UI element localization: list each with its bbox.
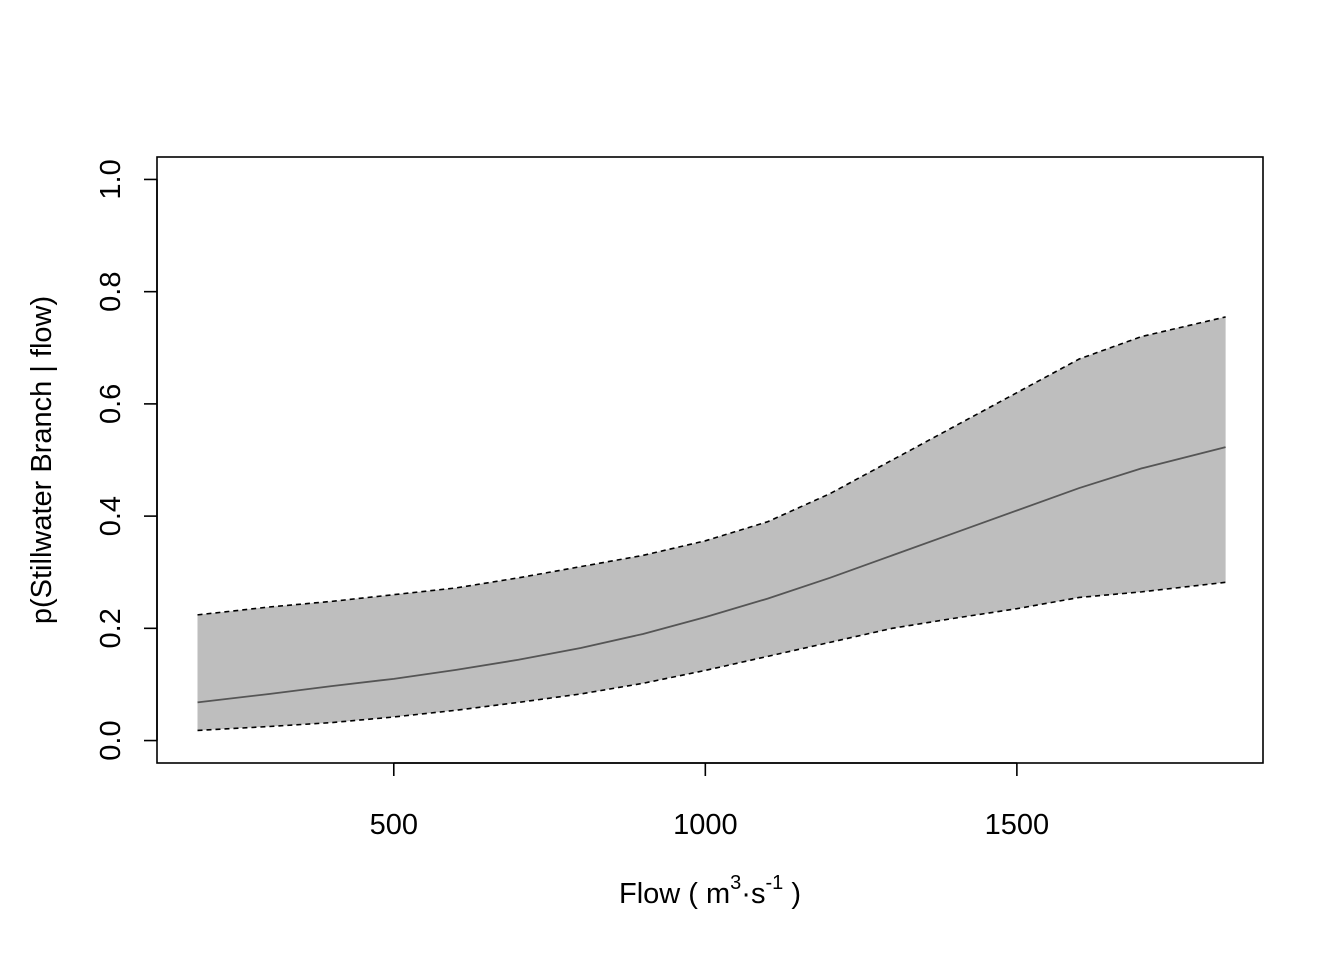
series-line-upper [197, 316, 1226, 616]
series-line-lower [197, 581, 1226, 732]
x-axis-title-middle: ·s [741, 878, 765, 910]
x-axis-title-suffix: ) [783, 878, 801, 910]
y-tick-label: 0.6 [95, 384, 127, 424]
axes-layer: 500 1000 1500 0.0 0.2 0.4 0.6 0.8 1.0 [95, 159, 1049, 841]
x-tick-label: 500 [370, 809, 418, 841]
y-tick-label: 0.8 [95, 272, 127, 312]
x-tick-label: 1500 [985, 809, 1050, 841]
series-layer [197, 316, 1226, 732]
x-axis-title-sup-2: -1 [765, 872, 783, 894]
x-axis-title-sup-1: 3 [730, 872, 741, 894]
x-axis-title-prefix: Flow ( m [619, 878, 730, 910]
y-tick-label: 0.4 [95, 496, 127, 536]
y-tick-label: 0.2 [95, 608, 127, 648]
confidence-band-layer [197, 316, 1226, 731]
confidence-band [197, 316, 1226, 731]
y-axis-title: p(Stillwater Branch | flow) [26, 296, 58, 624]
plot-frame [156, 156, 1264, 764]
y-tick-label: 0.0 [95, 720, 127, 760]
x-tick-label: 1000 [673, 809, 738, 841]
y-tick-label: 1.0 [95, 159, 127, 199]
x-axis-title: Flow ( m3·s-1 ) [619, 872, 801, 910]
series-line-fit [197, 446, 1226, 704]
